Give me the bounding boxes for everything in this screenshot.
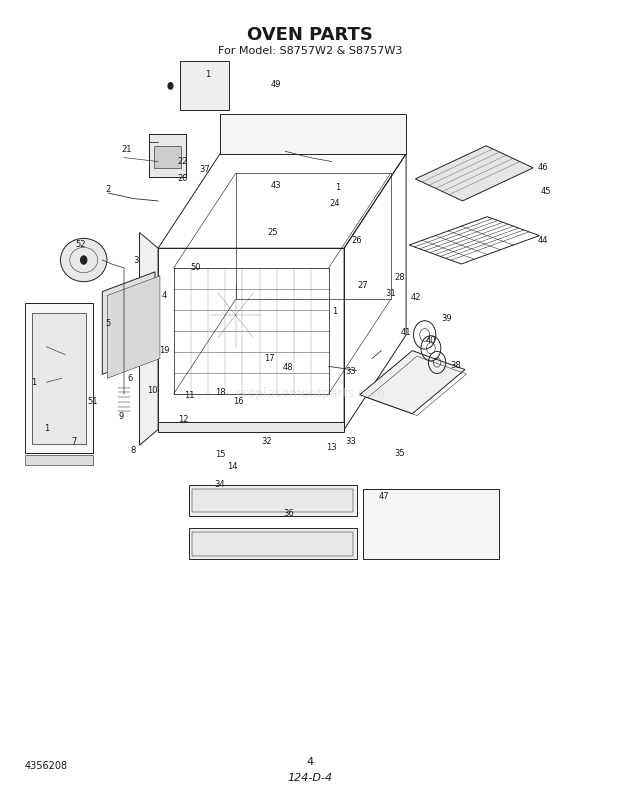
Text: 13: 13: [326, 443, 337, 452]
Bar: [192, 489, 353, 512]
Text: 5: 5: [106, 318, 111, 328]
Text: 15: 15: [215, 450, 225, 459]
Circle shape: [167, 82, 174, 90]
Text: 28: 28: [394, 273, 405, 282]
Text: 33: 33: [345, 367, 356, 377]
Text: 3: 3: [134, 255, 139, 265]
Text: 4356208: 4356208: [25, 761, 68, 771]
Text: 21: 21: [122, 145, 132, 154]
Text: 12: 12: [178, 414, 188, 424]
Bar: [158, 422, 344, 432]
Bar: [180, 61, 229, 110]
Text: 25: 25: [268, 228, 278, 237]
Polygon shape: [415, 146, 533, 201]
Text: 37: 37: [199, 165, 210, 174]
Text: 10: 10: [147, 385, 157, 395]
Bar: [25, 455, 93, 465]
Bar: [154, 147, 181, 168]
Text: For Model: S8757W2 & S8757W3: For Model: S8757W2 & S8757W3: [218, 46, 402, 56]
Text: 1: 1: [335, 183, 340, 192]
Bar: [189, 528, 356, 559]
Bar: [363, 489, 499, 559]
Bar: [189, 485, 356, 516]
Bar: [183, 73, 220, 105]
Text: 16: 16: [233, 397, 244, 407]
Text: 14: 14: [228, 462, 237, 471]
Text: 17: 17: [264, 354, 275, 363]
Text: 42: 42: [410, 293, 420, 303]
Text: 45: 45: [541, 187, 551, 196]
Text: 48: 48: [283, 363, 294, 373]
FancyBboxPatch shape: [149, 134, 186, 177]
Text: 31: 31: [385, 289, 396, 299]
Text: 1: 1: [332, 307, 337, 316]
Ellipse shape: [60, 239, 107, 282]
Text: 32: 32: [261, 437, 272, 446]
Text: 4: 4: [162, 291, 167, 300]
Polygon shape: [102, 272, 155, 374]
Text: 41: 41: [401, 328, 411, 337]
Text: 2: 2: [106, 184, 111, 194]
Polygon shape: [140, 232, 158, 445]
Text: 124-D-4: 124-D-4: [288, 773, 332, 782]
Text: 26: 26: [351, 236, 362, 245]
Text: 33: 33: [345, 437, 356, 446]
Text: 35: 35: [394, 448, 405, 458]
Bar: [25, 303, 93, 453]
Text: 1: 1: [32, 377, 37, 387]
Text: 11: 11: [184, 391, 194, 400]
Text: 22: 22: [178, 157, 188, 166]
Text: 49: 49: [271, 80, 281, 89]
Polygon shape: [107, 276, 160, 378]
Text: OVEN PARTS: OVEN PARTS: [247, 27, 373, 44]
Circle shape: [80, 255, 87, 265]
Bar: [180, 65, 223, 109]
Text: 50: 50: [190, 263, 200, 273]
Text: 34: 34: [215, 480, 226, 489]
Text: 9: 9: [118, 411, 123, 421]
Polygon shape: [360, 351, 465, 414]
Text: 1: 1: [44, 424, 49, 433]
Text: 20: 20: [178, 174, 188, 184]
Text: 47: 47: [379, 492, 390, 501]
Text: 46: 46: [537, 162, 548, 172]
Text: 7: 7: [72, 437, 77, 446]
Text: 4: 4: [306, 757, 314, 767]
Text: ereplacementparts.com: ereplacementparts.com: [235, 388, 385, 400]
Text: 43: 43: [270, 180, 281, 190]
Text: 8: 8: [131, 446, 136, 455]
Bar: [192, 532, 353, 556]
Text: 24: 24: [330, 199, 340, 208]
Polygon shape: [220, 114, 406, 154]
Bar: [32, 313, 86, 444]
Text: 1: 1: [205, 70, 210, 80]
Text: 51: 51: [88, 397, 98, 407]
Text: 38: 38: [450, 361, 461, 370]
Text: 18: 18: [215, 388, 226, 397]
Text: 27: 27: [357, 281, 368, 290]
Text: 36: 36: [283, 509, 294, 519]
Text: 19: 19: [159, 346, 169, 355]
Text: 40: 40: [426, 336, 436, 345]
Text: 44: 44: [538, 236, 547, 245]
Text: 6: 6: [128, 374, 133, 383]
Text: 52: 52: [76, 240, 86, 249]
Text: 39: 39: [441, 314, 452, 323]
